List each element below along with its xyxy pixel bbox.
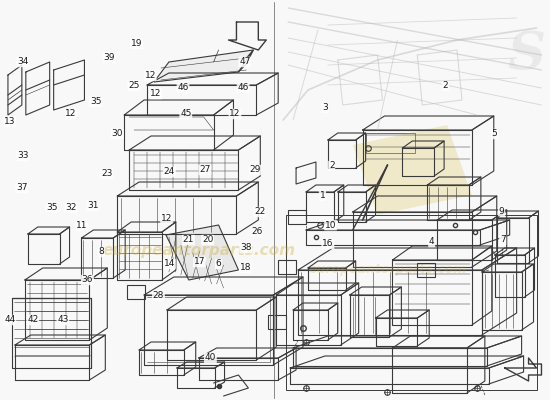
Bar [286,215,536,390]
Text: 14: 14 [164,260,175,268]
Bar [278,260,296,274]
Text: 31: 31 [87,202,98,210]
Text: 12: 12 [145,72,156,80]
Text: 28: 28 [153,292,164,300]
Text: europeantorparts.com: europeantorparts.com [102,242,295,258]
Text: 2: 2 [329,162,334,170]
Text: 3: 3 [322,104,328,112]
Text: 23: 23 [101,170,112,178]
Bar [127,285,145,299]
Text: 22: 22 [254,208,265,216]
Text: 17: 17 [194,258,205,266]
Text: 33: 33 [17,152,29,160]
Text: 18: 18 [240,264,252,272]
Text: 46: 46 [177,84,189,92]
Text: 25: 25 [128,82,140,90]
Text: 43: 43 [57,316,69,324]
Text: S: S [508,30,546,80]
Bar [417,263,435,277]
Text: 24: 24 [164,168,175,176]
Text: 9: 9 [499,207,504,216]
Text: 8: 8 [98,248,104,256]
Text: 42: 42 [27,316,38,324]
Text: 45: 45 [180,110,191,118]
Text: 39: 39 [103,53,115,62]
Text: 4: 4 [429,238,434,246]
Text: 2: 2 [443,82,448,90]
Text: 12: 12 [150,90,161,98]
Text: 12: 12 [65,110,76,118]
Polygon shape [166,225,239,280]
Text: 1: 1 [320,192,325,200]
Polygon shape [353,125,472,215]
Text: 32: 32 [65,204,76,212]
Text: 30: 30 [112,130,123,138]
Text: 35: 35 [46,204,58,212]
Text: 38: 38 [240,244,252,252]
Text: 5: 5 [492,130,497,138]
Text: 34: 34 [17,58,29,66]
Text: 27: 27 [199,166,211,174]
Polygon shape [154,50,254,82]
Text: 44: 44 [4,316,15,324]
Text: 35: 35 [90,98,101,106]
Text: 12: 12 [229,110,241,118]
Text: 40: 40 [205,354,216,362]
Text: 16: 16 [322,240,334,248]
Text: 19: 19 [131,40,142,48]
Bar [288,210,306,224]
Text: 11: 11 [76,222,87,230]
Text: 13: 13 [4,118,15,126]
Text: 26: 26 [251,228,262,236]
Text: 20: 20 [202,236,213,244]
Bar [268,315,286,329]
Text: 37: 37 [16,184,28,192]
Text: 6: 6 [216,260,222,268]
Text: 7: 7 [500,236,505,244]
Text: 47: 47 [239,58,250,66]
Text: 29: 29 [250,166,261,174]
Text: 46: 46 [238,84,249,92]
Text: 21: 21 [183,236,194,244]
Text: europeantorparts.com: europeantorparts.com [309,264,466,276]
Text: 10: 10 [325,221,337,230]
Text: 36: 36 [82,276,93,284]
Text: 12: 12 [161,214,172,222]
Bar [366,133,415,153]
